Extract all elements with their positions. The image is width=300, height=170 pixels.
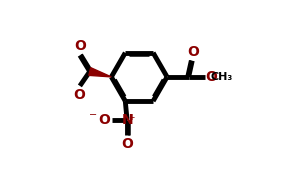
Text: O: O bbox=[121, 137, 133, 151]
Text: O: O bbox=[74, 39, 86, 53]
Text: O: O bbox=[205, 70, 217, 84]
Text: CH₃: CH₃ bbox=[211, 72, 233, 82]
Text: $^+$: $^+$ bbox=[127, 114, 136, 123]
Text: O: O bbox=[187, 45, 199, 59]
Text: N: N bbox=[121, 113, 133, 127]
Polygon shape bbox=[89, 68, 111, 77]
Text: O: O bbox=[73, 88, 85, 102]
Text: $^-$O: $^-$O bbox=[86, 113, 111, 127]
